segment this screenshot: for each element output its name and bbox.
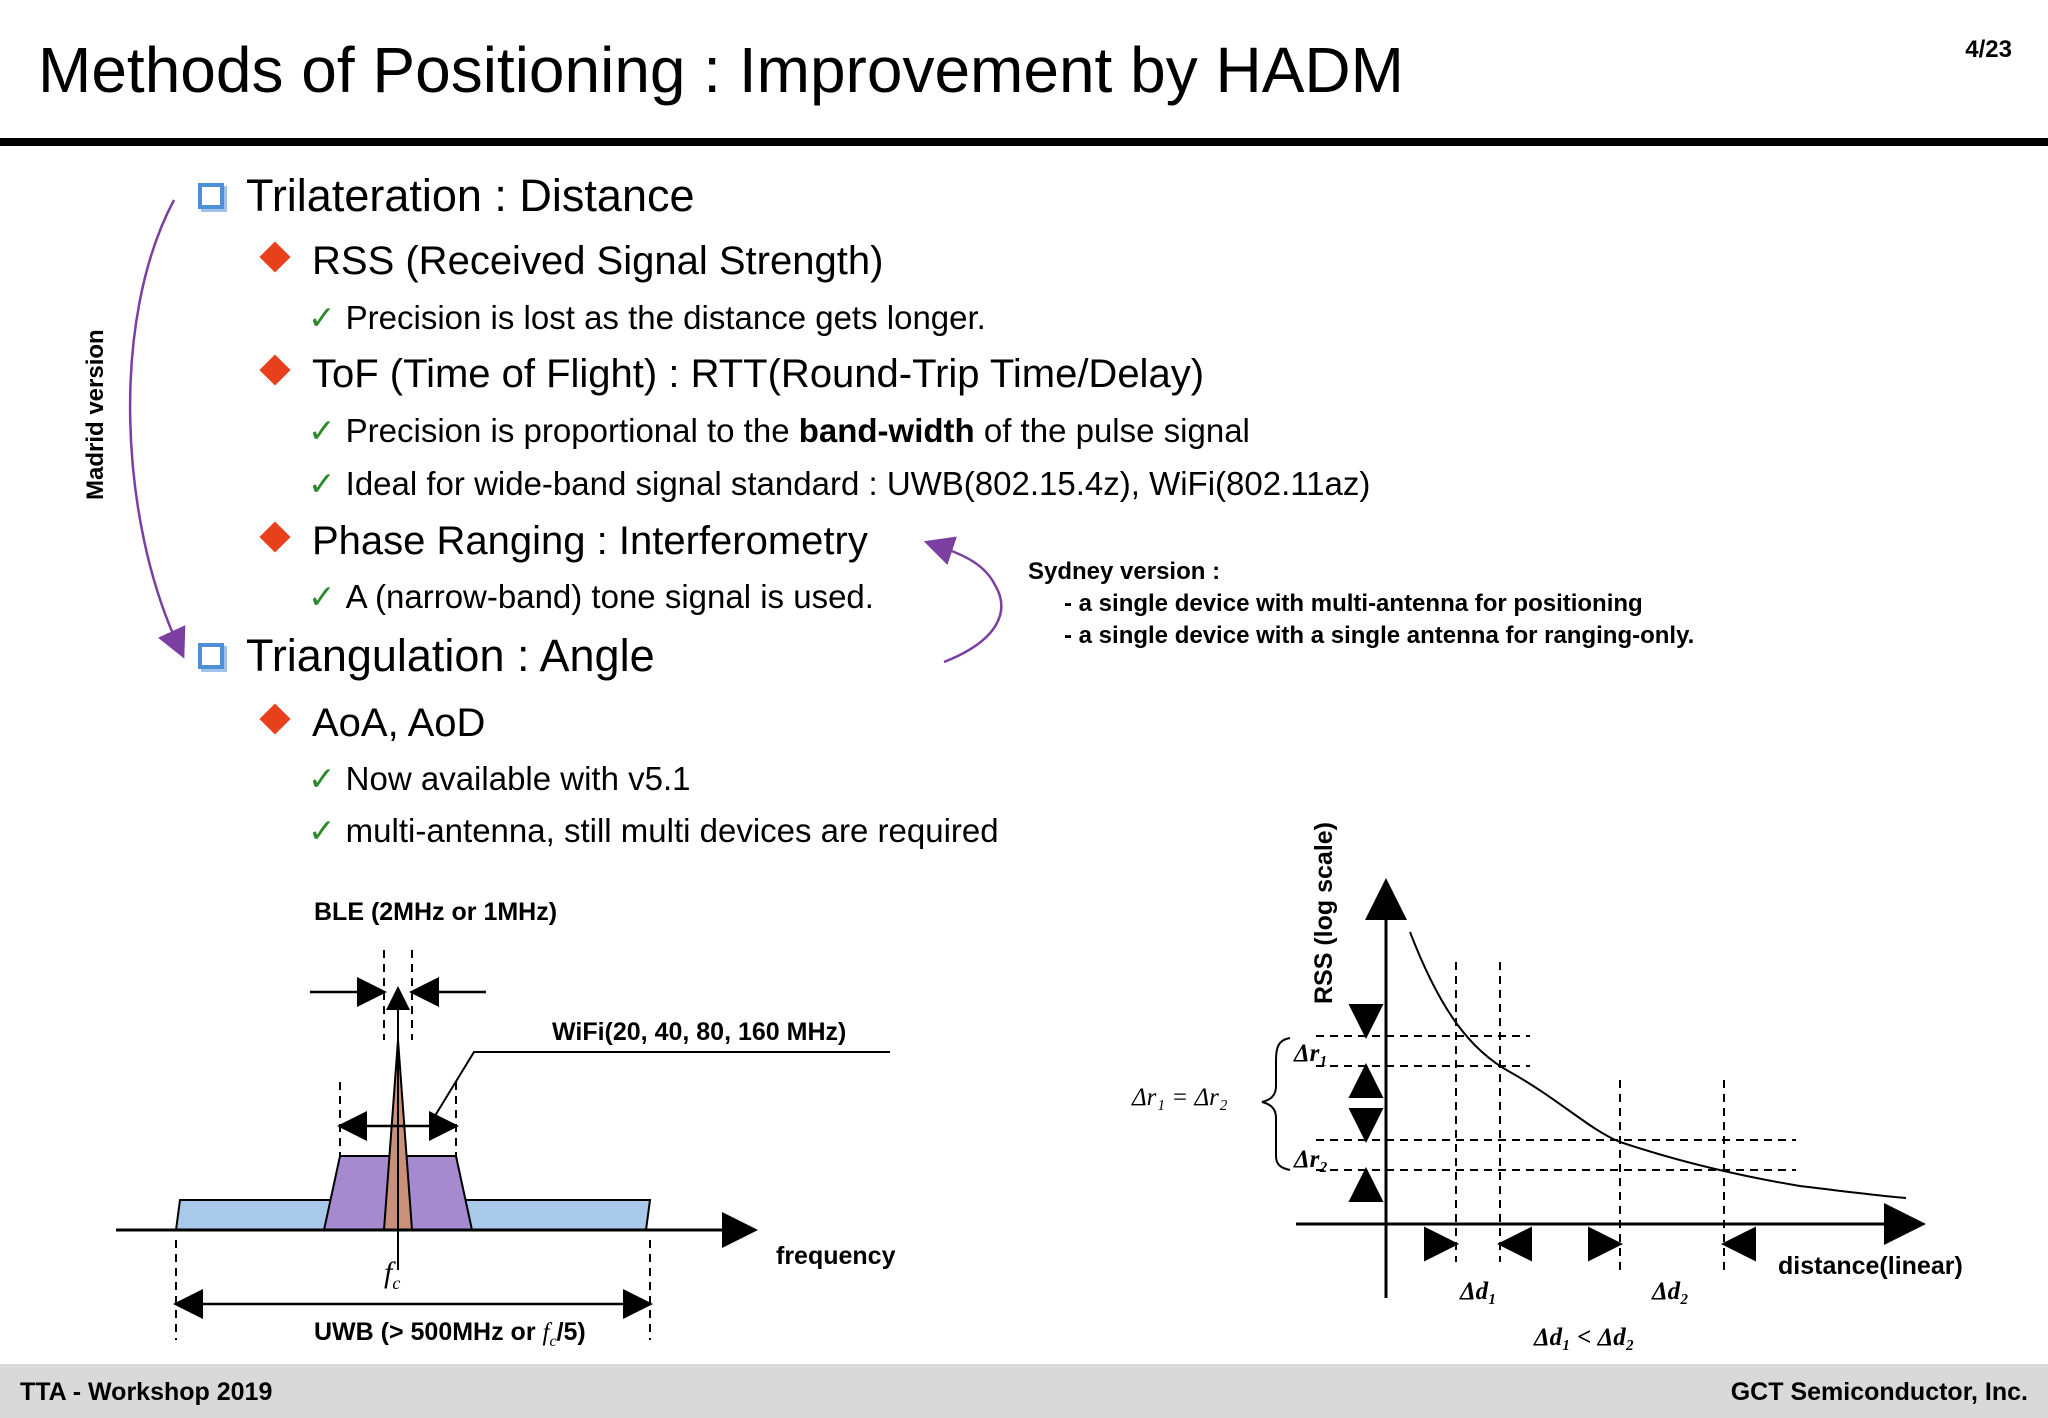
wifi-leader-line <box>429 1051 890 1125</box>
fc-label: fc <box>384 1256 401 1293</box>
footer-bar: TTA - Workshop 2019 GCT Semiconductor, I… <box>0 1364 2048 1418</box>
check-icon: ✓ <box>308 578 336 615</box>
check-icon: ✓ <box>308 299 336 336</box>
check-icon: ✓ <box>308 812 336 849</box>
uwb-label: UWB (> 500MHz or fc/5) <box>314 1318 586 1350</box>
outline-rss: RSS (Received Signal Strength) <box>256 236 883 286</box>
check-icon: ✓ <box>308 760 336 797</box>
outline-phase-note: ✓ A (narrow-band) tone signal is used. <box>308 578 874 615</box>
outline-tof-note-1: ✓ Precision is proportional to the band-w… <box>308 412 1250 449</box>
outline-rss-note: ✓ Precision is lost as the distance gets … <box>308 299 986 336</box>
footer-company: GCT Semiconductor, Inc. <box>1730 1378 2028 1406</box>
outline-aoa: AoA, AoD <box>256 698 485 748</box>
delta-r1-label: Δr₁ <box>1294 1040 1329 1067</box>
delta-d2-label: Δd₂ <box>1652 1278 1689 1305</box>
outline-tof: ToF (Time of Flight) : RTT(Round-Trip Ti… <box>256 349 1204 399</box>
delta-d1-label: Δd₁ <box>1460 1278 1497 1305</box>
sydney-item-1: - a single device with multi-antenna for… <box>1064 590 1643 617</box>
title-divider <box>0 138 2048 146</box>
square-bullet-icon <box>198 183 224 209</box>
check-icon: ✓ <box>308 412 336 449</box>
outline-phase: Phase Ranging : Interferometry <box>256 516 868 566</box>
outline-aoa-note-1: ✓ Now available with v5.1 <box>308 760 691 797</box>
ble-label: BLE (2MHz or 1MHz) <box>314 898 558 926</box>
outline-trilateration: Trilateration : Distance <box>198 168 695 224</box>
check-icon: ✓ <box>308 465 336 502</box>
distance-axis-label: distance(linear) <box>1778 1252 1963 1280</box>
sydney-title: Sydney version : <box>1028 558 1221 585</box>
footer-event: TTA - Workshop 2019 <box>20 1378 273 1406</box>
sydney-item-2: - a single device with a single antenna … <box>1064 622 1695 649</box>
wifi-label: WiFi(20, 40, 80, 160 MHz) <box>552 1018 847 1046</box>
delta-r-equality: Δr₁ = Δr₂ <box>1132 1084 1228 1111</box>
sydney-arrow <box>923 536 1003 664</box>
frequency-label: frequency <box>776 1242 896 1270</box>
page-number: 4/23 <box>1965 36 2012 63</box>
delta-d-inequality: Δd₁ < Δd₂ <box>1534 1324 1635 1351</box>
delta-r2-label: Δr₂ <box>1294 1146 1329 1173</box>
madrid-arrow <box>128 199 186 659</box>
square-bullet-icon <box>198 643 224 669</box>
delta-r-brace <box>1261 1037 1291 1171</box>
sydney-version-note: Sydney version : - a single device with … <box>1028 556 1694 652</box>
slide-title: Methods of Positioning : Improvement by … <box>38 34 1404 106</box>
outline-aoa-note-2: ✓ multi-antenna, still multi devices are … <box>308 812 999 849</box>
outline-tof-note-2: ✓ Ideal for wide-band signal standard : U… <box>308 465 1371 502</box>
outline-triangulation: Triangulation : Angle <box>198 628 655 684</box>
